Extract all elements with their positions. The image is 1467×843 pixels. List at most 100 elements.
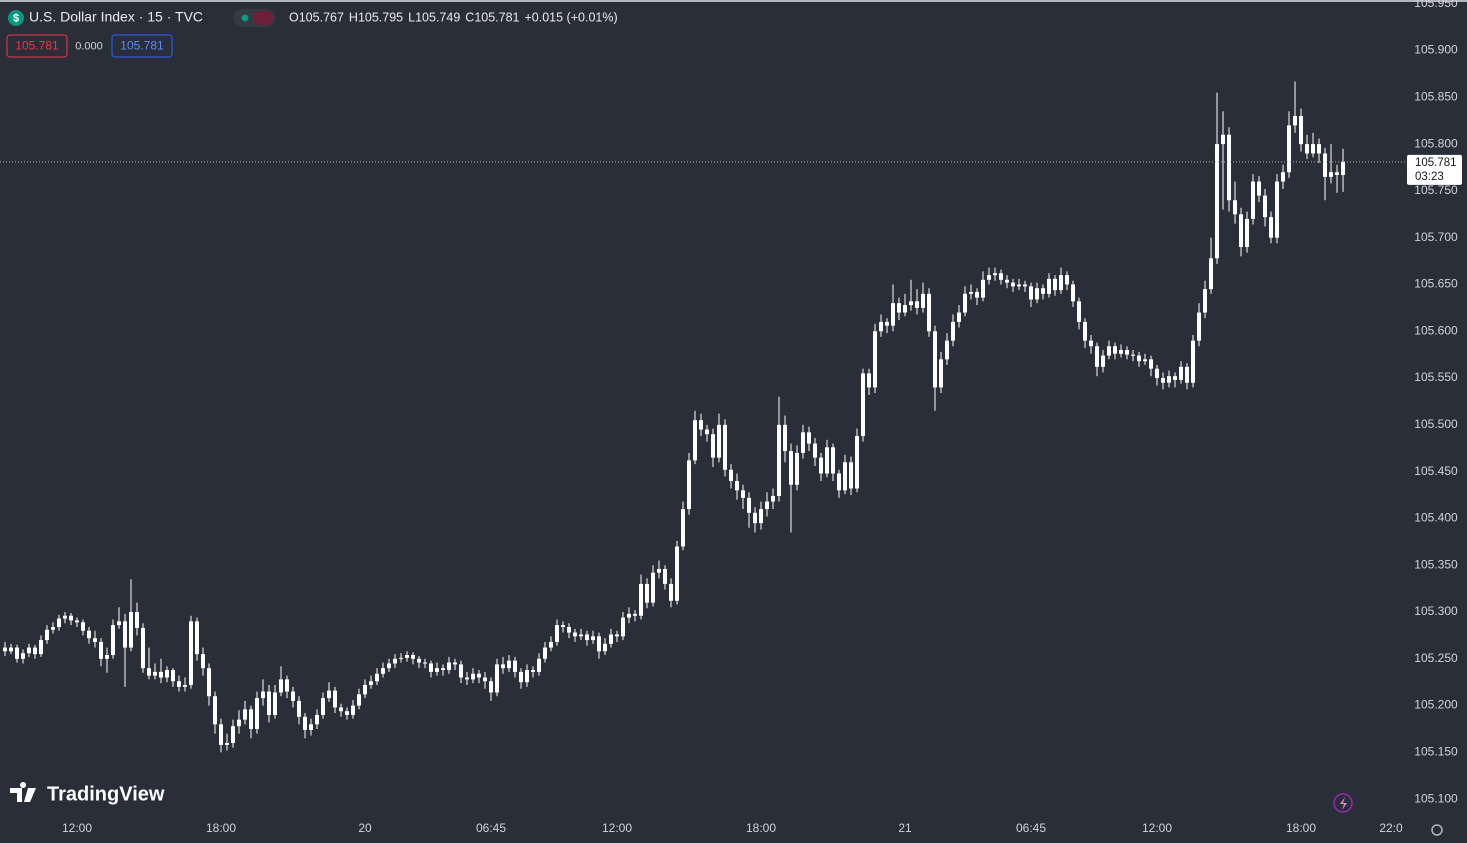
candle: [141, 623, 146, 673]
candle: [1011, 278, 1016, 292]
candle: [393, 654, 398, 669]
candle: [1263, 189, 1268, 227]
candle-body: [375, 673, 380, 682]
candle-body: [1143, 359, 1148, 362]
candle-body: [1251, 181, 1256, 219]
candle-body: [1113, 346, 1118, 354]
candle-body: [1317, 144, 1322, 154]
candle-body: [1155, 368, 1160, 379]
candle-body: [309, 724, 314, 730]
candle: [387, 658, 392, 672]
candle-body: [56, 618, 61, 627]
candle-body: [663, 568, 668, 584]
candle-body: [567, 626, 572, 633]
candle-body: [110, 625, 115, 656]
candle-body: [693, 420, 698, 461]
candle: [603, 638, 608, 656]
candle: [657, 560, 662, 579]
candle-body: [621, 617, 626, 637]
candle-body: [675, 546, 680, 601]
candle-body: [465, 677, 470, 680]
ask-box[interactable]: [111, 34, 173, 58]
candle: [777, 396, 782, 502]
candle: [543, 641, 548, 663]
candle-body: [1029, 286, 1034, 300]
candle: [513, 656, 518, 678]
candle-body: [921, 293, 926, 308]
candle: [765, 492, 770, 517]
candle: [1299, 108, 1304, 152]
candle: [1137, 351, 1142, 367]
candle: [525, 664, 530, 687]
brand-name[interactable]: TradingView: [47, 783, 165, 805]
brand-mark: [10, 782, 36, 802]
candle-body: [86, 630, 91, 639]
candle: [825, 439, 830, 478]
symbol-title[interactable]: U.S. Dollar Index · 15 · TVC: [29, 9, 203, 25]
candle: [903, 293, 908, 317]
candle: [225, 733, 230, 751]
candle: [351, 699, 356, 719]
candle: [1257, 175, 1262, 203]
candle: [981, 271, 986, 302]
candle-body: [579, 634, 584, 637]
candle: [1143, 353, 1148, 365]
candle-body: [369, 681, 374, 685]
x-tick-label: 12:00: [602, 821, 632, 835]
candle-body: [1275, 181, 1280, 238]
candle-body: [303, 716, 308, 730]
candle: [1197, 303, 1202, 347]
candle-body: [1173, 376, 1178, 380]
candle: [291, 686, 296, 708]
settings-icon[interactable]: [1431, 824, 1443, 836]
y-tick-label: 105.650: [1414, 277, 1458, 291]
candle-body: [879, 321, 884, 332]
ohlc-key: L: [408, 10, 415, 24]
candle-body: [339, 707, 344, 712]
candle: [1227, 127, 1232, 212]
candle-body: [507, 660, 512, 669]
candle-body: [933, 331, 938, 388]
candle: [933, 325, 938, 411]
candle-body: [1263, 195, 1268, 218]
candle: [591, 630, 596, 644]
candle-body: [711, 434, 716, 458]
bid-box[interactable]: [6, 34, 68, 58]
ohlc-key: O: [289, 10, 299, 24]
candle: [1275, 174, 1280, 244]
y-tick-label: 105.400: [1414, 511, 1458, 525]
candle-body: [459, 664, 464, 678]
market-status: [241, 14, 249, 22]
spread: 0.000: [75, 40, 103, 52]
x-tick-label: 18:00: [746, 821, 776, 835]
candle-body: [8, 647, 13, 652]
candle-body: [38, 640, 43, 655]
candle: [122, 613, 127, 687]
candle-body: [50, 626, 55, 630]
candle: [74, 617, 79, 627]
candle: [417, 655, 422, 669]
candle: [573, 628, 578, 642]
candle-body: [531, 670, 536, 672]
candle-body: [153, 671, 158, 676]
candle-body: [26, 647, 31, 654]
candle-body: [705, 429, 710, 435]
candle: [483, 671, 488, 689]
candle: [717, 413, 722, 463]
candle: [261, 679, 266, 706]
candle: [891, 284, 896, 332]
candle: [1035, 282, 1040, 304]
candle: [489, 677, 494, 701]
candle-body: [609, 634, 614, 644]
candle-body: [765, 501, 770, 510]
candle: [375, 668, 380, 685]
candle-body: [435, 668, 440, 672]
candle: [609, 628, 614, 648]
candle: [693, 410, 698, 465]
candle: [1053, 275, 1058, 296]
x-tick-label: 06:45: [476, 821, 506, 835]
alert-icon[interactable]: [1333, 793, 1353, 813]
candle: [1029, 282, 1034, 307]
countdown: 03:23: [1415, 171, 1444, 183]
